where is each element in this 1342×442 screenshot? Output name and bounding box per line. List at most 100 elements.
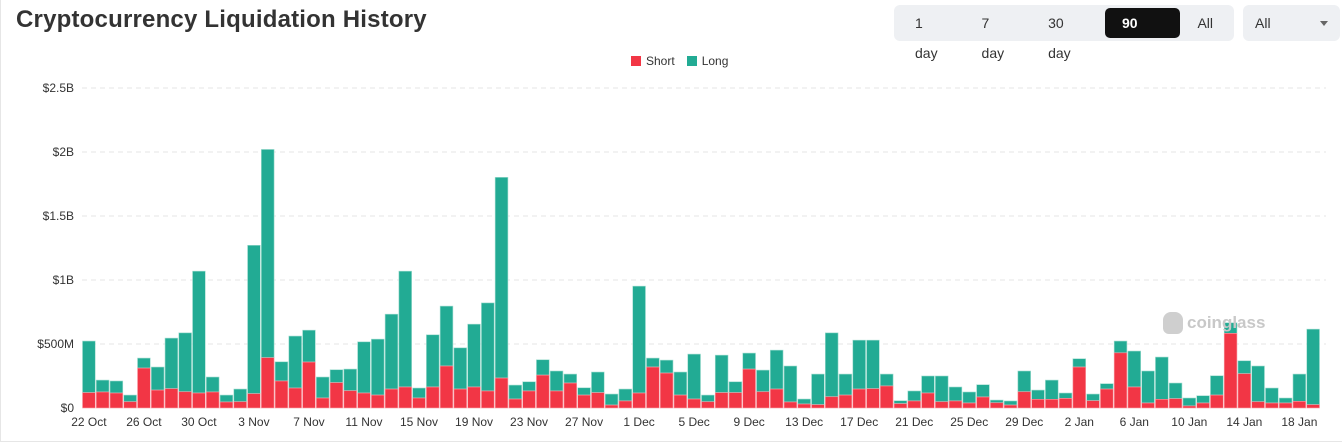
chevron-down-icon [1320,21,1328,26]
bar-long [288,335,302,389]
bar-long [1196,395,1210,404]
bar-short [467,386,481,409]
bar-long [921,375,935,394]
bar-long [329,369,344,383]
bar-short [1292,401,1307,409]
bar-long [398,270,412,388]
x-tick-label: 9 Dec [733,415,764,429]
bar-short [1306,404,1320,409]
legend-item-long[interactable]: Long [686,54,728,68]
bar-short [591,392,605,409]
bar-long [632,285,646,394]
range-90-day-button[interactable]: 90 day [1105,8,1181,61]
bar-long [962,391,976,404]
bar-short [1003,404,1018,409]
bar-long [384,313,399,390]
x-tick-label: 15 Nov [400,415,438,429]
bar-short [453,388,467,409]
filter-select-value: All [1255,15,1271,31]
bar-long [714,354,729,393]
bar-long [687,353,701,400]
bar-long [618,388,633,402]
bar-long [137,357,151,369]
bar-long [95,379,110,393]
legend-item-short[interactable]: Short [631,54,675,68]
bar-short [880,385,894,409]
bar-long [357,341,371,394]
bar-short [618,400,633,409]
bar-long [769,349,784,390]
bar-short [1223,333,1238,409]
x-tick-label: 13 Dec [785,415,823,429]
bar-short [756,391,770,409]
x-tick-label: 25 Dec [950,415,988,429]
range-30-day-button[interactable]: 30 day [1048,15,1071,61]
bar-short [1058,398,1073,409]
chart-legend: Short Long [631,54,728,68]
bar-long [1292,373,1307,402]
bar-long [1058,392,1073,399]
bar-long [343,368,357,392]
bar-short [673,394,688,409]
bar-short [261,357,275,409]
bar-long [219,394,234,403]
bar-long [439,305,454,367]
bar-long [206,376,220,393]
bar-short [233,401,247,409]
bar-short [1155,398,1169,409]
bar-long [673,371,688,396]
bar-short [439,365,454,409]
bar-short [893,403,908,409]
bar-long [1141,370,1155,404]
range-7-day-button[interactable]: 7 day [981,15,1005,61]
x-tick-label: 23 Nov [510,415,548,429]
range-1-day-button[interactable]: 1 day [915,15,938,61]
bar-short [990,402,1004,409]
bar-long [1306,328,1320,405]
bar-short [178,391,192,409]
bar-short [522,390,536,409]
bar-short [536,374,550,409]
range-all-button[interactable]: All [1197,15,1213,31]
coinglass-logo-icon [1163,312,1183,334]
filter-select[interactable]: All [1243,5,1340,41]
bar-long [866,339,880,389]
bar-long [1127,350,1141,388]
bar-long [1072,358,1086,368]
bar-long [371,338,385,396]
bar-short [123,401,137,409]
bar-short [357,392,371,409]
bar-short [329,382,344,409]
x-tick-label: 21 Dec [895,415,933,429]
bar-short [302,361,316,409]
bar-long [852,339,866,390]
bar-short [288,387,302,409]
bar-short [577,394,591,409]
bar-short [1278,402,1293,409]
x-tick-label: 27 Nov [565,415,603,429]
bar-short [481,390,495,409]
bar-short [109,392,124,409]
watermark-text: coinglass [1187,313,1266,332]
bar-short [164,388,179,409]
bar-long [82,340,96,393]
bar-long [948,386,963,402]
bar-short [646,366,660,409]
bar-long [824,332,839,398]
bar-long [935,375,949,403]
x-tick-label: 22 Oct [71,415,107,429]
x-tick-label: 26 Oct [126,415,162,429]
bar-long [577,387,591,396]
bar-short [921,392,935,409]
bar-long [811,373,825,405]
bar-long [742,352,756,370]
x-tick-label: 10 Jan [1171,415,1207,429]
bar-long [756,369,770,393]
bar-short [1210,394,1224,409]
bar-long [536,359,550,376]
bar-long [646,357,660,368]
bar-long [1100,383,1114,390]
bar-short [1265,402,1279,409]
bar-long [150,366,165,391]
